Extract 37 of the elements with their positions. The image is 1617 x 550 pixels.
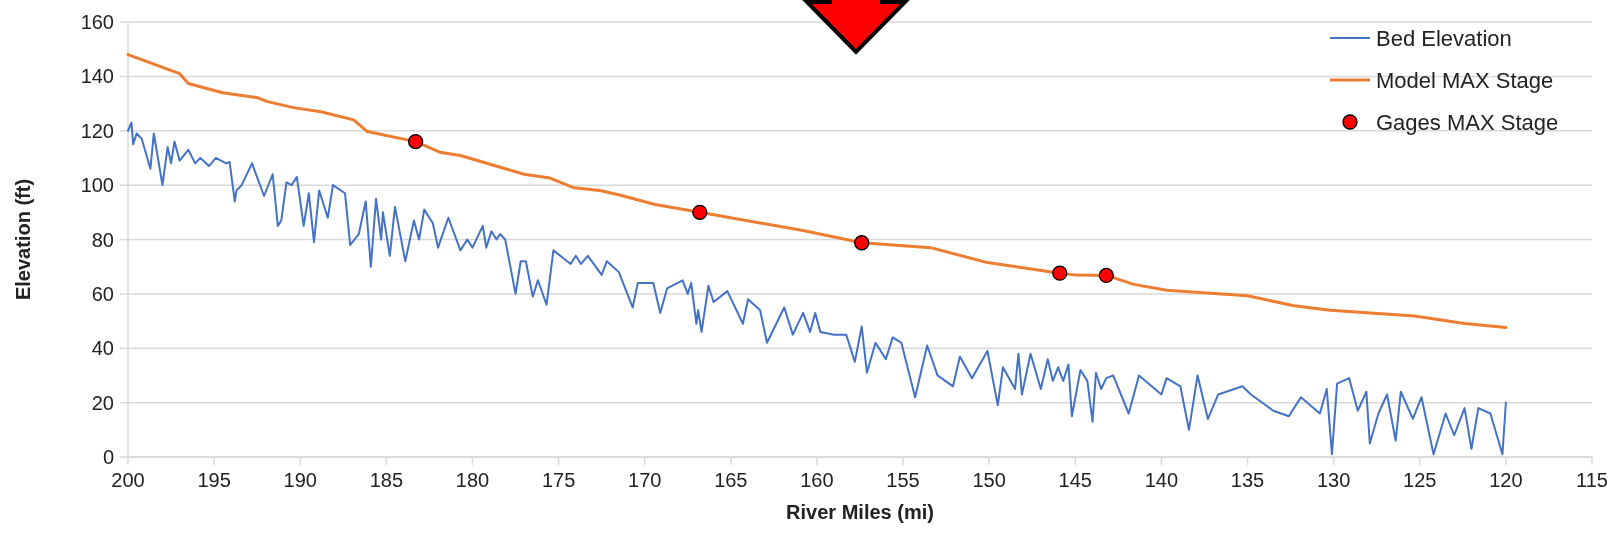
- point: [692, 204, 708, 220]
- x-tick-label: 200: [111, 469, 145, 491]
- y-tick-label: 120: [80, 119, 114, 142]
- x-tick-label: 175: [541, 469, 576, 491]
- y-tick-label: 100: [80, 174, 114, 197]
- x-tick-label: 165: [714, 469, 748, 491]
- y-tick-label: 40: [91, 337, 114, 360]
- x-tick-label: 170: [628, 469, 662, 491]
- y-tick-label: 0: [102, 446, 114, 468]
- x-tick-label: 125: [1403, 469, 1437, 491]
- legend-label: Model MAX Stage: [1376, 68, 1554, 93]
- x-tick-label: 190: [283, 469, 317, 491]
- legend-label: Gages MAX Stage: [1376, 110, 1559, 135]
- x-tick-label: 180: [455, 469, 490, 491]
- x-tick-label: 120: [1489, 469, 1523, 491]
- y-tick-label: 20: [91, 391, 114, 414]
- x-tick-label: 160: [800, 469, 834, 491]
- x-tick-label: 185: [369, 469, 404, 491]
- x-tick-label: 150: [972, 469, 1006, 491]
- y-tick-label: 160: [80, 11, 114, 33]
- point: [854, 235, 870, 251]
- y-tick-label: 80: [91, 228, 114, 251]
- x-tick-label: 140: [1144, 469, 1179, 491]
- x-tick-label: 145: [1058, 469, 1092, 491]
- x-tick-label: 155: [886, 469, 920, 491]
- y-tick-label: 60: [91, 282, 114, 305]
- x-tick-label: 115: [1576, 469, 1608, 491]
- point: [407, 133, 424, 150]
- x-tick-label: 135: [1230, 469, 1265, 491]
- point: [1052, 265, 1068, 281]
- y-tick-label: 140: [80, 65, 114, 88]
- legend-label: Bed Elevation: [1376, 26, 1512, 51]
- x-tick-label: 130: [1316, 469, 1351, 491]
- x-tick-label: 195: [197, 469, 231, 491]
- point: [1098, 267, 1114, 284]
- x-axis-title: River Miles (mi): [786, 501, 934, 523]
- y-axis-title: Elevation (ft): [12, 178, 34, 301]
